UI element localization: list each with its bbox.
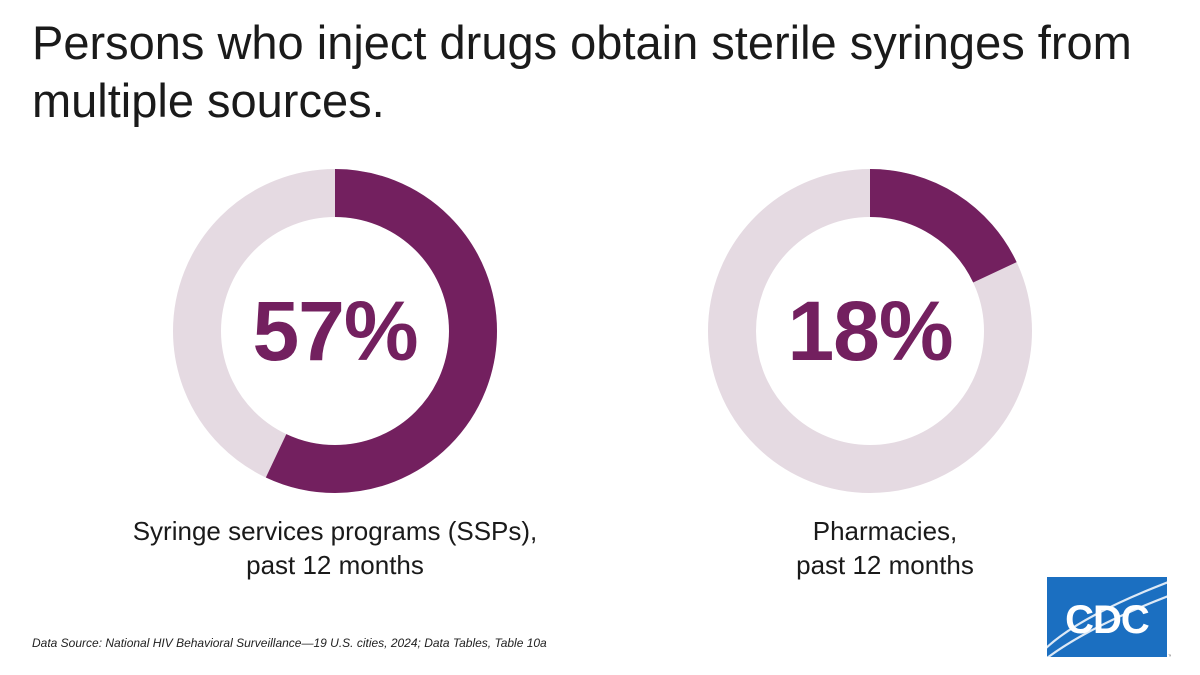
percent-label: 18% <box>787 283 953 378</box>
cdc-logo-mark: CDC ™ <box>1047 577 1173 660</box>
caption-ssp: Syringe services programs (SSPs), past 1… <box>60 514 610 582</box>
caption-line: past 12 months <box>796 550 974 580</box>
donut-value-arc <box>173 169 497 493</box>
caption-line: Syringe services programs (SSPs), <box>132 516 538 546</box>
cdc-logo: CDC ™ <box>1047 577 1173 666</box>
logo-text: CDC <box>1065 598 1149 642</box>
data-source-note: Data Source: National HIV Behavioral Sur… <box>32 636 547 650</box>
caption-pharmacies: Pharmacies, past 12 months <box>630 514 1140 582</box>
logo-trademark: ™ <box>1168 654 1171 660</box>
logo-swoosh <box>1047 581 1167 657</box>
percent-label: 57% <box>252 283 418 378</box>
donut-value-arc <box>708 169 1032 493</box>
caption-line: Pharmacies, <box>812 516 958 546</box>
donut-svg-ssp <box>173 169 497 493</box>
page-title: Persons who inject drugs obtain sterile … <box>32 16 1132 127</box>
donut-svg-pharmacies <box>708 169 1032 493</box>
donut-chart-pharmacies: 18% <box>707 168 1033 494</box>
caption-line: past 12 months <box>246 550 424 580</box>
donut-chart-ssp: 57% <box>172 168 498 494</box>
